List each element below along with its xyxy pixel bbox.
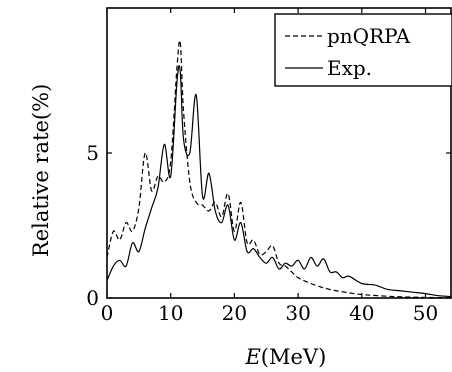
series-line-pnqrpa	[107, 39, 451, 298]
legend-label-0: pnQRPA	[327, 24, 411, 48]
series-layer	[107, 39, 451, 298]
y-tick-label-0: 0	[86, 286, 99, 310]
legend-label-1: Exp.	[327, 56, 372, 80]
x-tick-label-0: 0	[101, 301, 114, 325]
y-tick-label-5: 5	[86, 141, 99, 165]
x-axis-label-unit: (MeV)	[261, 345, 326, 369]
x-tick-label-20: 20	[222, 301, 247, 325]
y-axis-label: Relative rate(%)	[29, 84, 53, 257]
x-tick-label-10: 10	[158, 301, 183, 325]
x-tick-label-30: 30	[285, 301, 310, 325]
series-line-exp	[107, 65, 451, 298]
labels-layer: E(MeV) Relative rate(%)	[29, 84, 326, 369]
legend-box	[274, 13, 452, 87]
x-axis-label: E(MeV)	[244, 345, 326, 369]
x-tick-label-50: 50	[413, 301, 438, 325]
x-axis-label-italic: E	[244, 345, 260, 369]
ticks-layer: 0 10 20 30 40 50 0 5	[86, 8, 451, 325]
legend: pnQRPA Exp.	[274, 13, 452, 87]
x-tick-label-40: 40	[349, 301, 374, 325]
